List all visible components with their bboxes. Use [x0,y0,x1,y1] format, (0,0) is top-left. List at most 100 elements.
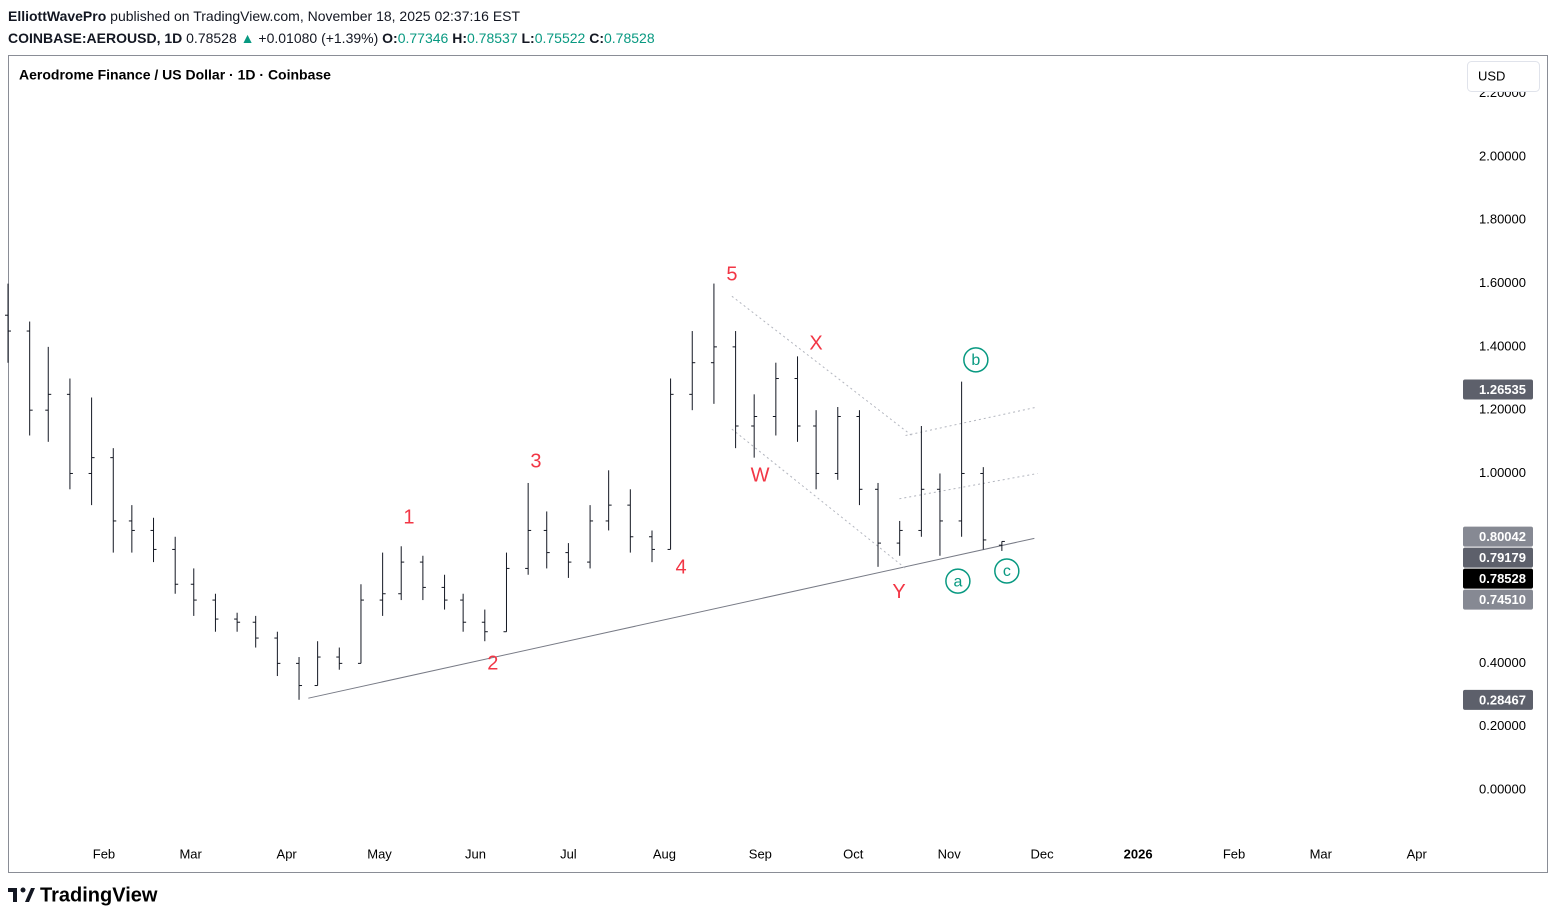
x-tick-label: Oct [843,846,864,861]
l-key: L: [521,30,535,46]
ohlc-bar [998,540,1005,551]
ohlc-bar [710,283,717,404]
ohlc-bar [856,410,863,506]
l: 0.75522 [534,30,586,46]
y-tick-label: 1.60000 [1479,275,1526,290]
ohlc-bar [813,410,820,490]
wave-label: 5 [726,263,737,285]
ohlc-bar [110,448,117,553]
wave-label: W [751,464,770,486]
change: +0.01080 (+1.39%) [258,30,379,46]
y-tick-label: 1.20000 [1479,402,1526,417]
ohlc-bar [26,321,33,436]
logo [8,887,35,902]
ohlc-bar [980,467,987,550]
ohlc-bar [875,482,882,567]
price-label: 0.74510 [1479,592,1526,607]
ohlc-bar [274,631,281,677]
x-tick-label: Jul [560,846,577,861]
c: 0.78528 [604,30,655,46]
symbol: COINBASE:AEROUSD, 1D [8,30,183,46]
wave-label: 2 [487,652,498,674]
ohlc-bar [627,489,634,553]
x-tick-label: Apr [1407,846,1428,861]
x-tick-label: Mar [179,846,202,861]
ohlc-bar [649,530,655,563]
price-label-box [1463,379,1533,400]
wave-label: b [971,352,980,369]
ohlc-bar [88,397,95,506]
y-tick-label: 1.00000 [1479,465,1526,480]
ohlc-bar [234,612,241,632]
x-tick-label: Nov [938,846,962,861]
price-label-box [1463,547,1533,568]
currency-button[interactable] [1467,61,1540,92]
ohlc-bar [419,555,426,601]
ohlc-bar [834,407,841,480]
wave-circle [963,347,989,373]
ohlc-bar [128,505,135,553]
ohlc-bar [357,584,364,664]
ohlc-bar [732,331,739,449]
h: 0.78537 [467,30,518,46]
y-tick-label: 0.40000 [1479,655,1526,670]
y-tick-label: 2.00000 [1479,148,1526,163]
ohlc-bar [45,346,52,442]
y-tick-label: 0.20000 [1479,718,1526,733]
y-tick-label: 1.80000 [1479,212,1526,227]
h-key: H: [452,30,467,46]
ohlc-bar [751,394,758,458]
x-tick-label: Sep [749,846,772,861]
ohlc-bar [150,517,157,563]
x-tick-label: Feb [1223,846,1245,861]
wave-circle [945,568,971,594]
ohlc-bar [379,552,386,616]
price-label-box [1463,526,1533,547]
quote-line: COINBASE:AEROUSD, 1D 0.78528 ▲ +0.01080 … [8,30,655,46]
x-tick-label: Aug [653,846,676,861]
wave-label: a [953,573,962,590]
x-tick-label: Dec [1031,846,1055,861]
trend-line [731,295,913,436]
ohlc-bar [5,283,11,363]
trend-line [308,537,1035,699]
price-label: 1.26535 [1479,382,1526,397]
ohlc-bar [667,378,674,550]
x-tick-label: Jun [465,846,486,861]
ohlc-bar [958,381,965,537]
arrow: ▲ [240,30,255,46]
y-tick-label: 1.40000 [1479,338,1526,353]
ohlc-bar [918,425,925,537]
wave-label: c [1003,563,1011,580]
published: published on TradingView.com, November 1… [110,8,521,24]
trend-line [731,428,906,569]
wave-label: 3 [530,450,541,472]
ohlc-bar [460,593,467,632]
ohlc-bar [794,356,801,442]
trend-line [905,406,1038,436]
ohlc-bar [398,546,405,601]
publish-line: ElliottWavePro published on TradingView.… [8,8,520,24]
currency-label: USD [1478,68,1505,83]
ohlc-bar [543,511,550,569]
wave-label: X [809,332,822,354]
ohlc-bar [772,362,779,436]
x-tick-label: Apr [277,846,298,861]
ohlc-bar [296,657,303,700]
price-label-box [1463,589,1533,610]
price-label: 0.79179 [1479,550,1526,565]
wave-label: Y [892,581,905,603]
price-label: 0.78528 [1479,571,1526,586]
wave-circle [994,558,1020,584]
x-tick-label: Feb [93,846,115,861]
ohlc-bar [314,641,321,687]
price-label-box [1463,568,1533,589]
ohlc-bar [172,536,179,594]
ohlc-bar [441,574,448,610]
ohlc-bar [525,482,532,575]
price-label: 0.28467 [1479,692,1526,707]
ohlc-bar [212,593,219,632]
price-label: 0.80042 [1479,529,1526,544]
x-tick-label: 2026 [1124,846,1153,861]
